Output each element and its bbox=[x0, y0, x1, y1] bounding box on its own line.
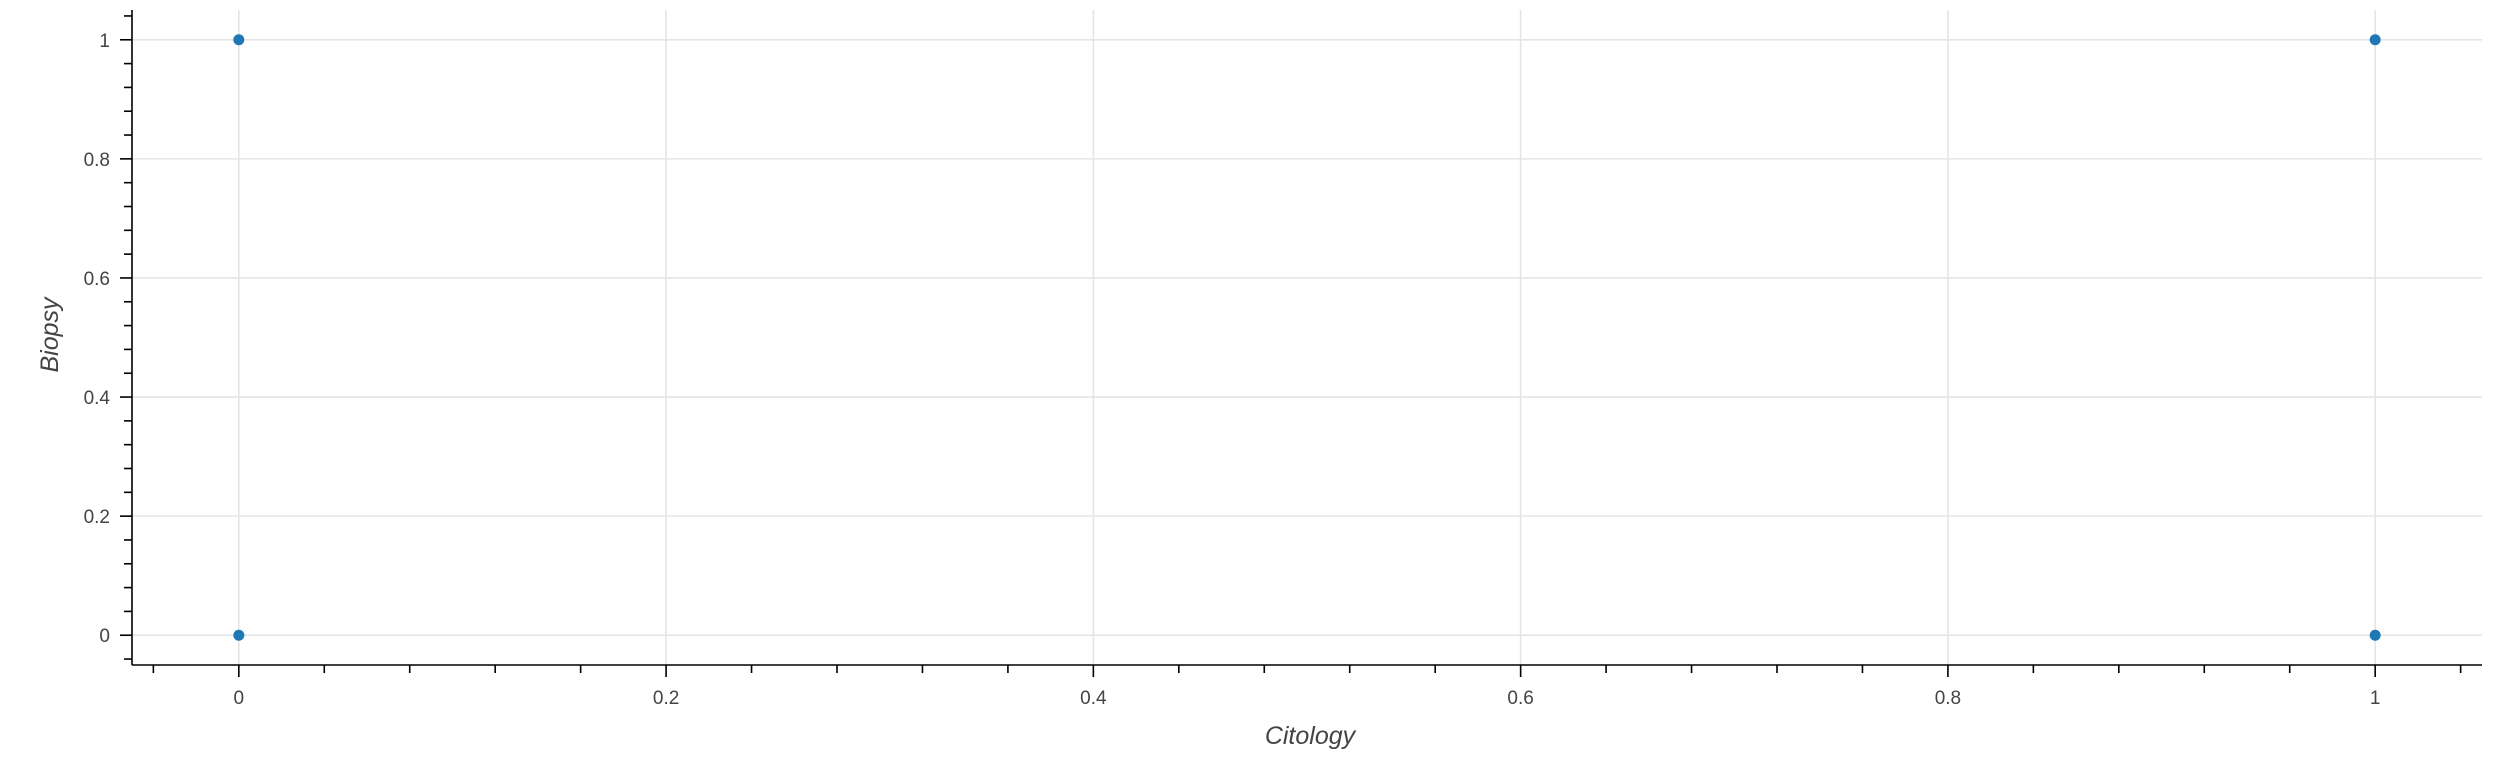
data-point bbox=[2369, 629, 2381, 641]
x-tick-label: 0 bbox=[234, 688, 245, 709]
x-axis-label: Citology bbox=[1265, 722, 1357, 750]
axes-layer: 0 0.2 0.4 0.6 0.8 1 0 0.2 0.4 0.6 0.8 1 bbox=[84, 10, 2482, 709]
data-point bbox=[233, 629, 245, 641]
x-tick-label: 0.4 bbox=[1080, 688, 1107, 709]
y-tick-label: 0.6 bbox=[84, 269, 110, 290]
x-tick-label: 1 bbox=[2370, 688, 2381, 709]
y-tick-label: 0.8 bbox=[84, 150, 110, 171]
data-point bbox=[233, 34, 245, 46]
y-tick-label: 0.4 bbox=[84, 388, 111, 409]
points-layer bbox=[233, 34, 2381, 641]
x-tick-label: 0.8 bbox=[1935, 688, 1961, 709]
y-axis-label: Biopsy bbox=[36, 296, 64, 373]
y-tick-label: 0 bbox=[99, 626, 110, 647]
y-tick-label: 0.2 bbox=[84, 507, 110, 528]
y-tick-label: 1 bbox=[99, 31, 110, 52]
x-tick-label: 0.2 bbox=[653, 688, 679, 709]
grid-layer bbox=[132, 10, 2482, 665]
data-point bbox=[2369, 34, 2381, 46]
x-tick-label: 0.6 bbox=[1507, 688, 1533, 709]
